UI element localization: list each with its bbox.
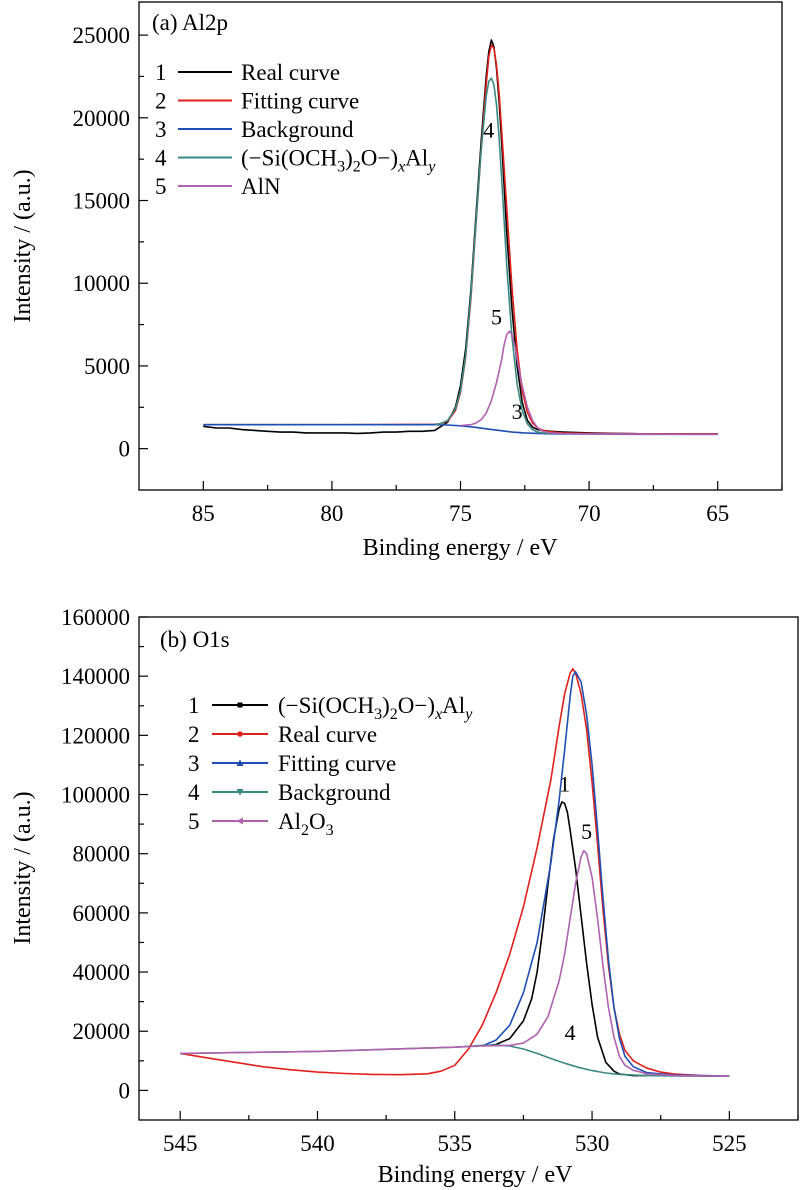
curve-number-annotation: 5 [581, 819, 592, 844]
y-tick-label: 120000 [61, 723, 130, 748]
legend-label: Al2O3 [278, 809, 334, 839]
y-tick-label: 140000 [61, 664, 130, 689]
series-line [180, 667, 730, 1077]
y-tick-label: 25000 [73, 23, 131, 48]
legend-number: 4 [155, 146, 167, 171]
panel-b-plot-frame [138, 616, 799, 1121]
legend-marker [237, 702, 243, 708]
panel-b-label: (b) O1s [160, 627, 230, 652]
panel-b-legend: 1 (−Si(OCH3)2O−)xAly 2 Real curve 3 Fitting c… [188, 693, 473, 839]
panel-a-x-axis-label: Binding energy / eV [363, 535, 559, 561]
curve-number-annotation: 4 [565, 1020, 576, 1045]
legend-label: AlN [241, 174, 281, 199]
curve-number-annotation: 1 [559, 772, 570, 797]
y-tick-label: 60000 [73, 901, 131, 926]
x-tick-label: 75 [449, 501, 472, 526]
curve-number-annotation: 5 [491, 305, 502, 330]
curve-number-annotation: 4 [483, 118, 494, 143]
y-tick-label: 0 [119, 1078, 131, 1103]
legend-label: Real curve [278, 722, 377, 747]
panel-a-legend: 1 Real curve 2 Fitting curve 3 Background 4 (−S… [155, 60, 436, 199]
legend-number: 4 [188, 780, 200, 805]
legend-marker [237, 731, 243, 737]
panel-a-annotations: 4 5 3 [483, 118, 522, 424]
panel-a-y-axis-label: Intensity / (a.u.) [10, 169, 36, 322]
legend-number: 2 [155, 89, 167, 114]
x-tick-label: 80 [320, 501, 343, 526]
panel-a-ticks: 85 80 75 70 65 0 5000 10000 15000 20000 25000 [73, 23, 783, 526]
series-line [460, 330, 718, 436]
legend-number: 1 [188, 693, 200, 718]
legend-label: Fitting curve [278, 751, 396, 776]
curve-number-annotation: 3 [512, 399, 523, 424]
series-line [180, 1044, 730, 1077]
legend-label: Real curve [241, 60, 340, 85]
legend-number: 2 [188, 722, 200, 747]
legend-label: Background [241, 117, 354, 142]
y-tick-label: 160000 [61, 605, 130, 630]
series-line [180, 849, 730, 1077]
x-tick-label: 525 [712, 1131, 747, 1156]
legend-label: (−Si(OCH3)2O−)xAly [278, 693, 473, 723]
x-tick-label: 70 [578, 501, 601, 526]
x-tick-label: 535 [438, 1131, 473, 1156]
legend-label: Background [278, 780, 391, 805]
legend-label: (−Si(OCH3)2O−)xAly [241, 146, 436, 176]
panel-a-plot-frame [138, 1, 783, 491]
panel-b-x-axis-label: Binding energy / eV [378, 1162, 574, 1188]
panel-b-series [180, 667, 730, 1077]
y-tick-label: 100000 [61, 783, 130, 808]
x-tick-label: 540 [300, 1131, 335, 1156]
y-tick-label: 40000 [73, 960, 131, 985]
legend-marker [236, 817, 243, 825]
y-tick-label: 5000 [84, 354, 130, 379]
panel-b-annotations: 15 4 [559, 772, 592, 1046]
x-tick-label: 530 [575, 1131, 610, 1156]
series-line [434, 77, 551, 435]
legend-number: 3 [188, 751, 200, 776]
panel-a-series [203, 39, 718, 436]
legend-number: 3 [155, 117, 167, 142]
panel-a-al2p: 85 80 75 70 65 0 5000 10000 15000 20000 25000 1 Rea… [10, 1, 783, 561]
y-tick-label: 20000 [73, 1019, 131, 1044]
y-tick-label: 0 [119, 437, 131, 462]
x-tick-label: 85 [192, 501, 215, 526]
legend-label: Fitting curve [241, 89, 359, 114]
panel-b-y-axis-label: Intensity / (a.u.) [10, 791, 36, 944]
x-tick-label: 65 [706, 501, 729, 526]
y-tick-label: 20000 [73, 106, 131, 131]
panel-a-label: (a) Al2p [152, 10, 228, 35]
panel-b-o1s: 545 540 535 530 5250200004000060000800001000… [10, 605, 799, 1188]
x-tick-label: 545 [163, 1131, 198, 1156]
legend-marker [236, 759, 244, 766]
y-tick-label: 80000 [73, 842, 131, 867]
panel-b-ticks: 545 540 535 530 5250200004000060000800001000… [61, 605, 799, 1156]
legend-marker [236, 789, 244, 796]
legend-number: 1 [155, 60, 167, 85]
y-tick-label: 15000 [73, 189, 131, 214]
y-tick-label: 10000 [73, 271, 131, 296]
series-line [481, 670, 730, 1077]
legend-number: 5 [155, 174, 167, 199]
legend-number: 5 [188, 809, 200, 834]
series-line [482, 801, 647, 1077]
